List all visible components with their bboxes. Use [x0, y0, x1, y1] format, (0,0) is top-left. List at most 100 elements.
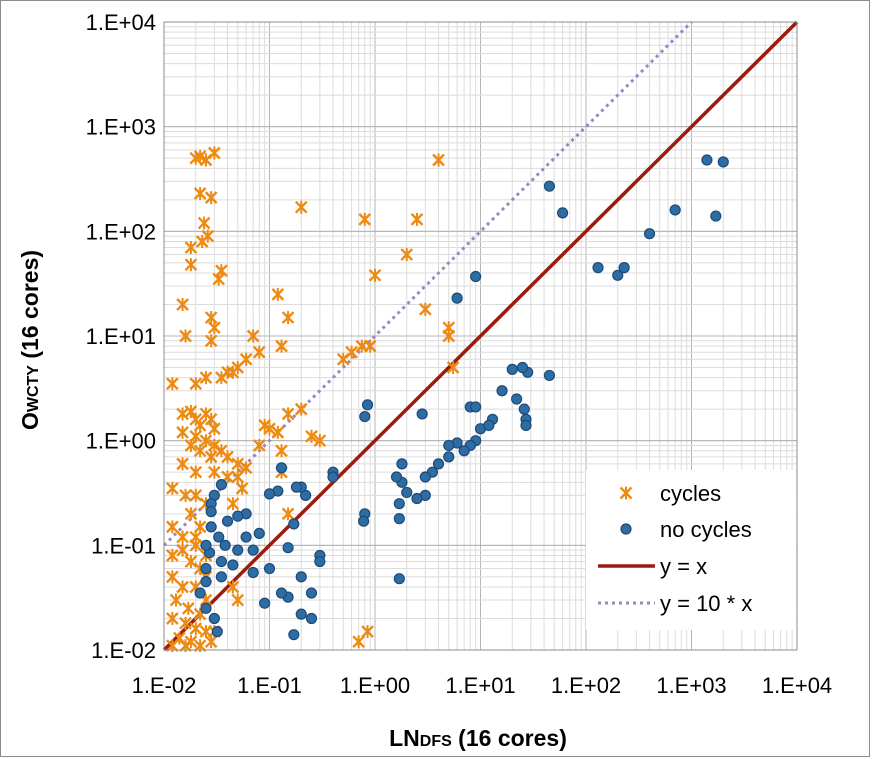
- y-tick-label: 1.E+00: [86, 429, 156, 454]
- point-cycles: [166, 520, 179, 534]
- legend-item-y-equals-10x: y = 10 * x: [598, 591, 752, 616]
- legend-label-y-equals-10x: y = 10 * x: [660, 591, 752, 616]
- point-cycles: [176, 543, 189, 557]
- point-cycles: [176, 297, 189, 311]
- point-cycles: [184, 241, 198, 255]
- y-axis-title-rest: (16 cores): [17, 250, 43, 365]
- line-y-equals-x: [162, 20, 799, 652]
- point-cycles: [231, 457, 245, 471]
- legend-item-y-equals-x: y = x: [598, 554, 707, 579]
- point-no-cycles: [419, 471, 431, 483]
- point-cycles: [400, 248, 414, 262]
- point-no-cycles: [213, 531, 225, 543]
- x-axis-title-rest: (16 cores): [452, 725, 567, 751]
- point-no-cycles: [295, 608, 307, 620]
- point-cycles: [446, 361, 460, 375]
- y-tick-label: 1.E+03: [86, 115, 156, 140]
- point-no-cycles: [543, 369, 556, 382]
- point-cycles: [179, 488, 192, 502]
- point-cycles: [193, 444, 207, 458]
- point-cycles: [176, 457, 189, 471]
- point-cycles: [363, 339, 377, 353]
- point-no-cycles: [200, 576, 212, 588]
- point-no-cycles: [393, 498, 405, 510]
- point-no-cycles: [520, 419, 532, 431]
- x-tick-label: 1.E+04: [762, 673, 832, 698]
- point-no-cycles: [361, 399, 374, 411]
- y-tick-label: 1.E+04: [86, 10, 156, 35]
- point-cycles: [231, 470, 245, 484]
- point-cycles: [166, 377, 179, 391]
- point-no-cycles: [506, 363, 518, 375]
- point-no-cycles: [443, 439, 455, 452]
- point-no-cycles: [717, 156, 729, 168]
- point-cycles: [207, 465, 221, 479]
- point-no-cycles: [205, 521, 217, 533]
- point-cycles: [199, 371, 213, 385]
- point-no-cycles: [518, 403, 530, 415]
- point-cycles: [207, 321, 221, 335]
- point-cycles: [231, 593, 245, 607]
- point-cycles: [281, 407, 295, 421]
- point-no-cycles: [215, 479, 227, 491]
- point-cycles: [189, 377, 203, 391]
- point-cycles: [166, 611, 179, 625]
- point-no-cycles: [612, 269, 624, 281]
- point-no-cycles: [259, 597, 271, 609]
- point-no-cycles: [516, 361, 529, 374]
- point-no-cycles: [295, 571, 307, 583]
- point-cycles: [179, 616, 192, 630]
- point-cycles: [352, 635, 366, 649]
- x-tick-label: 1.E+01: [445, 673, 515, 698]
- point-no-cycles: [205, 506, 217, 518]
- point-cycles: [271, 425, 285, 439]
- point-no-cycles: [240, 531, 252, 543]
- point-no-cycles: [247, 544, 259, 556]
- point-cycles: [305, 429, 318, 443]
- point-cycles: [207, 438, 221, 452]
- point-cycles: [442, 329, 456, 343]
- point-no-cycles: [451, 292, 463, 304]
- point-cycles: [313, 434, 327, 448]
- y-tick-label: 1.E-01: [91, 533, 156, 558]
- x-tick-label: 1.E-02: [132, 673, 197, 698]
- x-axis-title-main: LN: [389, 725, 420, 751]
- y-tick-label: 1.E+02: [86, 219, 156, 244]
- point-no-cycles: [359, 410, 371, 423]
- legend-marker-cycles-shape: [619, 486, 633, 500]
- legend-marker-no-cycles-shape: [620, 523, 632, 535]
- point-cycles: [361, 625, 374, 639]
- point-cycles: [235, 481, 249, 495]
- point-cycles: [193, 149, 207, 163]
- reference-lines: [162, 20, 799, 652]
- x-tick-label: 1.E+02: [551, 673, 621, 698]
- legend-label-cycles: cycles: [660, 481, 721, 506]
- point-cycles: [226, 580, 240, 594]
- point-cycles: [271, 287, 285, 301]
- point-no-cycles: [282, 542, 294, 554]
- legend-marker-no-cycles: [620, 523, 632, 535]
- point-no-cycles: [556, 207, 569, 219]
- point-no-cycles: [200, 539, 212, 551]
- point-cycles: [204, 191, 218, 205]
- point-cycles: [204, 450, 218, 464]
- point-no-cycles: [618, 262, 630, 274]
- plot-border: [163, 21, 798, 651]
- point-no-cycles: [483, 419, 495, 431]
- point-cycles: [336, 352, 350, 366]
- x-tick-label: 1.E+00: [340, 673, 410, 698]
- point-no-cycles: [263, 488, 276, 500]
- point-cycles: [179, 329, 192, 343]
- point-cycles: [294, 200, 308, 214]
- point-no-cycles: [543, 180, 556, 192]
- point-cycles: [215, 371, 228, 385]
- legend-item-cycles: cycles: [619, 481, 721, 506]
- y-tick-label: 1.E+01: [86, 324, 156, 349]
- point-cycles: [281, 507, 295, 521]
- y-axis-title: OWCTY (16 cores): [17, 250, 43, 430]
- point-no-cycles: [643, 228, 656, 240]
- point-no-cycles: [710, 210, 722, 222]
- point-cycles: [212, 272, 226, 286]
- point-cycles: [184, 507, 198, 521]
